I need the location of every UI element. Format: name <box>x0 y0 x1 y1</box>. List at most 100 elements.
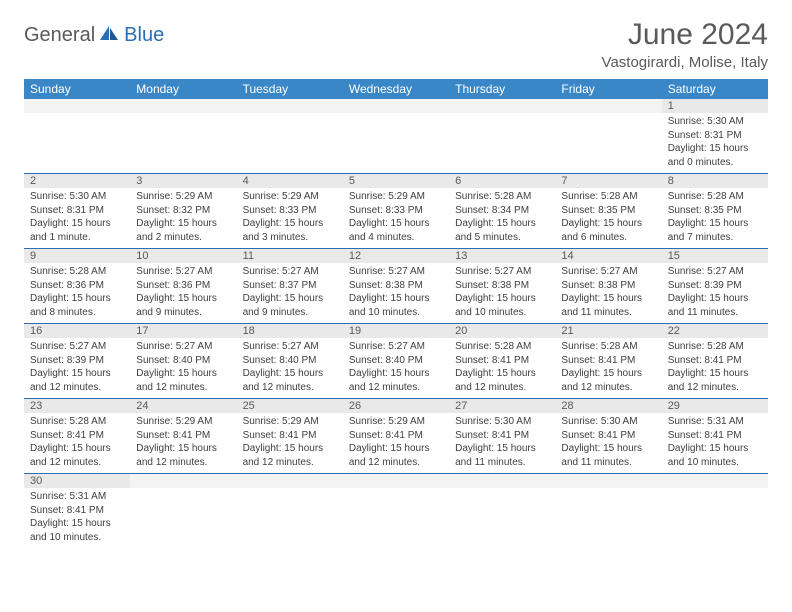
sunset-line: Sunset: 8:41 PM <box>561 429 655 443</box>
calendar-cell: 2Sunrise: 5:30 AMSunset: 8:31 PMDaylight… <box>24 174 130 249</box>
daylight-line: Daylight: 15 hours and 11 minutes. <box>561 442 655 469</box>
calendar-cell: 7Sunrise: 5:28 AMSunset: 8:35 PMDaylight… <box>555 174 661 249</box>
sunrise-line: Sunrise: 5:30 AM <box>561 415 655 429</box>
sunset-line: Sunset: 8:41 PM <box>30 504 124 518</box>
sunset-line: Sunset: 8:36 PM <box>136 279 230 293</box>
sunrise-line: Sunrise: 5:27 AM <box>30 340 124 354</box>
day-number: 9 <box>24 249 130 263</box>
sunrise-line: Sunrise: 5:27 AM <box>136 265 230 279</box>
daylight-line: Daylight: 15 hours and 10 minutes. <box>30 517 124 544</box>
daylight-line: Daylight: 15 hours and 1 minute. <box>30 217 124 244</box>
day-detail: Sunrise: 5:28 AMSunset: 8:34 PMDaylight:… <box>449 188 555 248</box>
calendar-cell: 9Sunrise: 5:28 AMSunset: 8:36 PMDaylight… <box>24 249 130 324</box>
calendar-cell: 3Sunrise: 5:29 AMSunset: 8:32 PMDaylight… <box>130 174 236 249</box>
day-number: 4 <box>237 174 343 188</box>
calendar-table: SundayMondayTuesdayWednesdayThursdayFrid… <box>24 79 768 548</box>
sunset-line: Sunset: 8:41 PM <box>136 429 230 443</box>
day-detail-blank <box>343 488 449 538</box>
calendar-cell: 24Sunrise: 5:29 AMSunset: 8:41 PMDayligh… <box>130 399 236 474</box>
day-number-blank <box>130 474 236 488</box>
daylight-line: Daylight: 15 hours and 11 minutes. <box>561 292 655 319</box>
day-number-blank <box>662 474 768 488</box>
calendar-cell: 20Sunrise: 5:28 AMSunset: 8:41 PMDayligh… <box>449 324 555 399</box>
calendar-cell: 23Sunrise: 5:28 AMSunset: 8:41 PMDayligh… <box>24 399 130 474</box>
calendar-cell <box>130 474 236 549</box>
day-detail-blank <box>555 488 661 538</box>
calendar-cell <box>555 99 661 174</box>
daylight-line: Daylight: 15 hours and 12 minutes. <box>668 367 762 394</box>
day-number: 24 <box>130 399 236 413</box>
calendar-cell: 12Sunrise: 5:27 AMSunset: 8:38 PMDayligh… <box>343 249 449 324</box>
calendar-cell: 11Sunrise: 5:27 AMSunset: 8:37 PMDayligh… <box>237 249 343 324</box>
day-number: 3 <box>130 174 236 188</box>
sunrise-line: Sunrise: 5:28 AM <box>30 415 124 429</box>
sunrise-line: Sunrise: 5:27 AM <box>136 340 230 354</box>
sunrise-line: Sunrise: 5:27 AM <box>455 265 549 279</box>
day-number-blank <box>555 474 661 488</box>
sunset-line: Sunset: 8:31 PM <box>30 204 124 218</box>
daylight-line: Daylight: 15 hours and 10 minutes. <box>349 292 443 319</box>
sunrise-line: Sunrise: 5:27 AM <box>561 265 655 279</box>
calendar-cell: 25Sunrise: 5:29 AMSunset: 8:41 PMDayligh… <box>237 399 343 474</box>
calendar-cell <box>343 474 449 549</box>
calendar-row: 9Sunrise: 5:28 AMSunset: 8:36 PMDaylight… <box>24 249 768 324</box>
sunset-line: Sunset: 8:41 PM <box>30 429 124 443</box>
daylight-line: Daylight: 15 hours and 12 minutes. <box>136 367 230 394</box>
calendar-cell: 15Sunrise: 5:27 AMSunset: 8:39 PMDayligh… <box>662 249 768 324</box>
sunset-line: Sunset: 8:35 PM <box>561 204 655 218</box>
weekday-header: Sunday <box>24 79 130 99</box>
daylight-line: Daylight: 15 hours and 8 minutes. <box>30 292 124 319</box>
day-detail-blank <box>24 113 130 163</box>
calendar-cell <box>24 99 130 174</box>
day-detail: Sunrise: 5:27 AMSunset: 8:39 PMDaylight:… <box>662 263 768 323</box>
daylight-line: Daylight: 15 hours and 12 minutes. <box>561 367 655 394</box>
day-detail: Sunrise: 5:31 AMSunset: 8:41 PMDaylight:… <box>662 413 768 473</box>
sunrise-line: Sunrise: 5:31 AM <box>668 415 762 429</box>
page-header: General Blue June 2024 Vastogirardi, Mol… <box>24 18 768 71</box>
day-detail-blank <box>449 113 555 163</box>
day-detail: Sunrise: 5:27 AMSunset: 8:37 PMDaylight:… <box>237 263 343 323</box>
sunrise-line: Sunrise: 5:31 AM <box>30 490 124 504</box>
day-detail-blank <box>237 113 343 163</box>
day-number: 16 <box>24 324 130 338</box>
day-number: 1 <box>662 99 768 113</box>
month-title: June 2024 <box>602 18 768 52</box>
sunrise-line: Sunrise: 5:28 AM <box>668 340 762 354</box>
day-number: 18 <box>237 324 343 338</box>
sunrise-line: Sunrise: 5:29 AM <box>136 415 230 429</box>
day-detail-blank <box>449 488 555 538</box>
sunset-line: Sunset: 8:36 PM <box>30 279 124 293</box>
day-detail: Sunrise: 5:28 AMSunset: 8:35 PMDaylight:… <box>662 188 768 248</box>
day-detail: Sunrise: 5:29 AMSunset: 8:41 PMDaylight:… <box>343 413 449 473</box>
sunset-line: Sunset: 8:41 PM <box>561 354 655 368</box>
daylight-line: Daylight: 15 hours and 9 minutes. <box>243 292 337 319</box>
sunset-line: Sunset: 8:37 PM <box>243 279 337 293</box>
sunset-line: Sunset: 8:32 PM <box>136 204 230 218</box>
day-detail: Sunrise: 5:27 AMSunset: 8:38 PMDaylight:… <box>555 263 661 323</box>
day-detail: Sunrise: 5:28 AMSunset: 8:41 PMDaylight:… <box>662 338 768 398</box>
weekday-header-row: SundayMondayTuesdayWednesdayThursdayFrid… <box>24 79 768 99</box>
calendar-cell <box>662 474 768 549</box>
calendar-cell: 26Sunrise: 5:29 AMSunset: 8:41 PMDayligh… <box>343 399 449 474</box>
calendar-cell <box>555 474 661 549</box>
sunrise-line: Sunrise: 5:28 AM <box>561 190 655 204</box>
daylight-line: Daylight: 15 hours and 9 minutes. <box>136 292 230 319</box>
calendar-cell: 16Sunrise: 5:27 AMSunset: 8:39 PMDayligh… <box>24 324 130 399</box>
calendar-cell: 18Sunrise: 5:27 AMSunset: 8:40 PMDayligh… <box>237 324 343 399</box>
day-detail: Sunrise: 5:30 AMSunset: 8:41 PMDaylight:… <box>555 413 661 473</box>
day-detail-blank <box>662 488 768 538</box>
day-detail: Sunrise: 5:29 AMSunset: 8:41 PMDaylight:… <box>130 413 236 473</box>
daylight-line: Daylight: 15 hours and 12 minutes. <box>349 367 443 394</box>
sunrise-line: Sunrise: 5:28 AM <box>561 340 655 354</box>
day-number-blank <box>343 99 449 113</box>
day-number: 30 <box>24 474 130 488</box>
weekday-header: Wednesday <box>343 79 449 99</box>
calendar-cell: 8Sunrise: 5:28 AMSunset: 8:35 PMDaylight… <box>662 174 768 249</box>
day-number: 21 <box>555 324 661 338</box>
calendar-cell: 17Sunrise: 5:27 AMSunset: 8:40 PMDayligh… <box>130 324 236 399</box>
sunset-line: Sunset: 8:38 PM <box>455 279 549 293</box>
day-number-blank <box>343 474 449 488</box>
day-detail-blank <box>237 488 343 538</box>
calendar-cell: 28Sunrise: 5:30 AMSunset: 8:41 PMDayligh… <box>555 399 661 474</box>
sunset-line: Sunset: 8:41 PM <box>668 354 762 368</box>
